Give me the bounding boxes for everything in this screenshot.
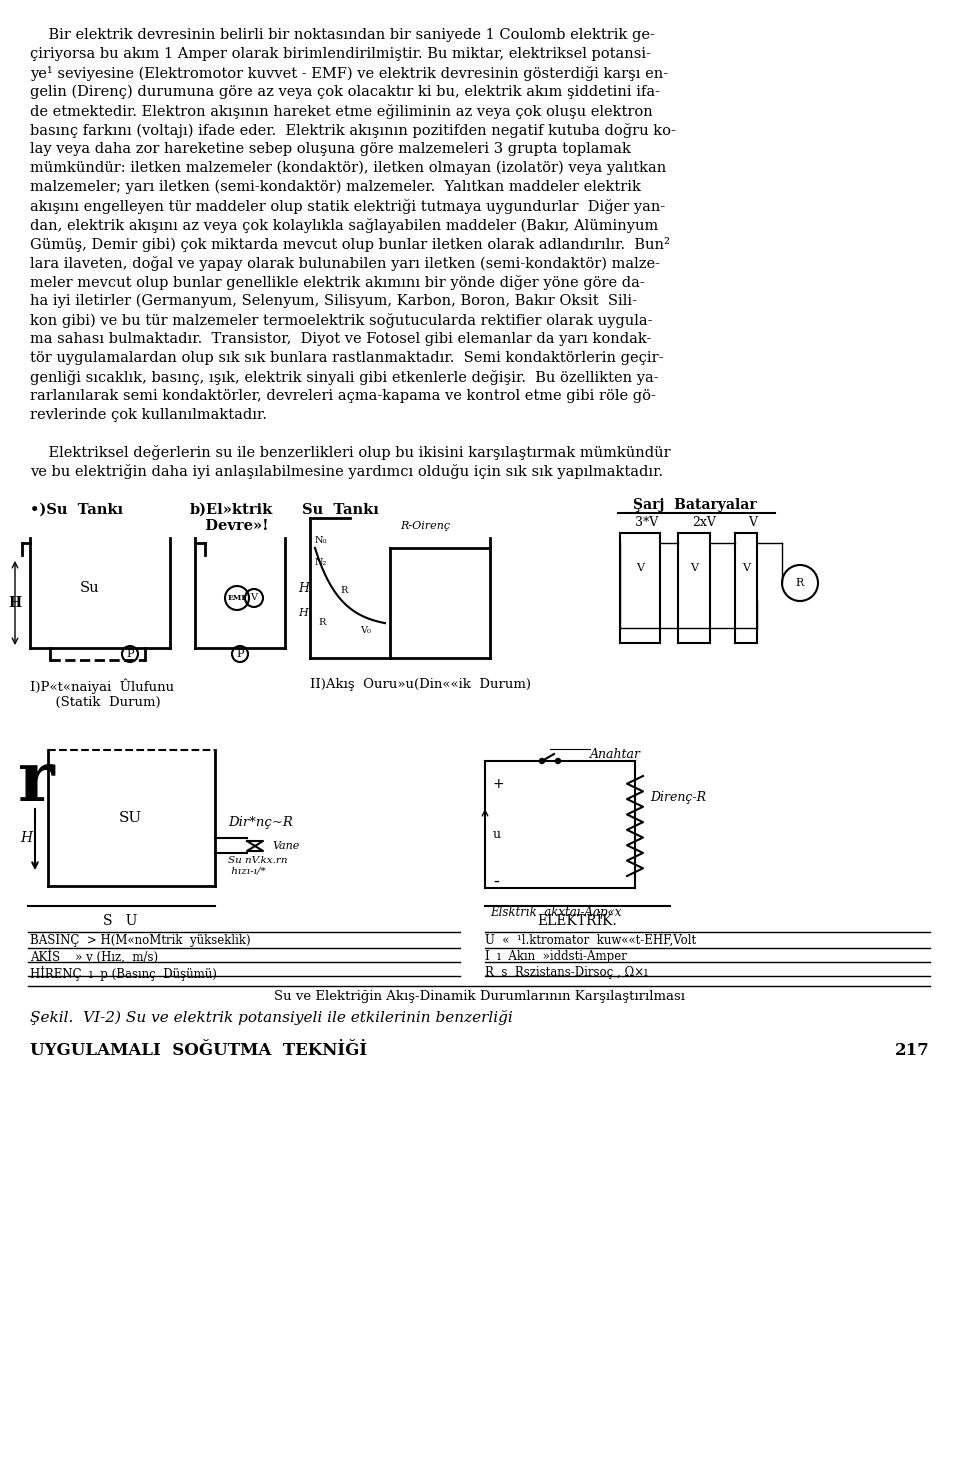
Text: Su nV.kx.rn
 hızı-ı/*: Su nV.kx.rn hızı-ı/* — [228, 855, 287, 875]
Text: H: H — [20, 830, 32, 845]
Text: I)P«t«naiyai  Ûlufunu
      (Statik  Durum): I)P«t«naiyai Ûlufunu (Statik Durum) — [30, 678, 174, 708]
Text: u: u — [493, 827, 501, 841]
Text: V: V — [690, 563, 698, 572]
Text: Su  Tankı: Su Tankı — [301, 503, 378, 518]
Text: Elsktrik  akxtaı-Aap«x: Elsktrik akxtaı-Aap«x — [490, 906, 621, 919]
Text: V: V — [636, 563, 644, 572]
Text: ve bu elektriğin daha iyi anlaşılabilmesine yardımcı olduğu için sık sık yapılma: ve bu elektriğin daha iyi anlaşılabilmes… — [30, 465, 663, 479]
Text: N₀: N₀ — [315, 535, 327, 544]
Text: •)Su  Tankı: •)Su Tankı — [30, 503, 123, 518]
Text: V: V — [748, 516, 757, 530]
Text: P: P — [236, 649, 244, 659]
Text: çiriyorsa bu akım 1 Amper olarak birimlendirilmiştir. Bu miktar, elektriksel pot: çiriyorsa bu akım 1 Amper olarak birimle… — [30, 47, 651, 60]
Text: Su: Su — [81, 581, 100, 594]
Text: EMF: EMF — [228, 594, 247, 602]
Text: V: V — [251, 593, 257, 602]
Text: genliği sıcaklık, basınç, ışık, elektrik sinyali gibi etkenlerle değişir.  Bu öz: genliği sıcaklık, basınç, ışık, elektrik… — [30, 370, 659, 385]
Text: Bir elektrik devresinin belirli bir noktasından bir saniyede 1 Coulomb elektrik : Bir elektrik devresinin belirli bir nokt… — [30, 28, 655, 41]
Text: dan, elektrik akışını az veya çok kolaylıkla sağlayabilen maddeler (Bakır, Alümi: dan, elektrik akışını az veya çok kolayl… — [30, 218, 659, 233]
Text: akışını engelleyen tür maddeler olup statik elektriği tutmaya uygundurlar  Diğer: akışını engelleyen tür maddeler olup sta… — [30, 199, 665, 214]
Text: H: H — [298, 581, 309, 594]
Text: ye¹ seviyesine (Elektromotor kuvvet - EMF) ve elektrik devresinin gösterdiği kar: ye¹ seviyesine (Elektromotor kuvvet - EM… — [30, 66, 668, 81]
Text: malzemeler; yarı iletken (semi-kondaktör) malzemeler.  Yalıtkan maddeler elektri: malzemeler; yarı iletken (semi-kondaktör… — [30, 180, 641, 195]
Text: R  s  Rszistans-Dirsoç , Ω×ı: R s Rszistans-Dirsoç , Ω×ı — [485, 966, 648, 979]
Text: II)Akış  Ouru»u(Din««ik  Durum): II)Akış Ouru»u(Din««ik Durum) — [310, 678, 531, 690]
Text: 2xV: 2xV — [692, 516, 716, 530]
Text: gelin (Direnç) durumuna göre az veya çok olacaktır ki bu, elektrik akım şiddetin: gelin (Direnç) durumuna göre az veya çok… — [30, 86, 660, 99]
Text: Anahtar: Anahtar — [590, 748, 641, 761]
Text: N₂: N₂ — [315, 558, 327, 566]
Text: P: P — [127, 649, 133, 659]
Text: SU: SU — [118, 811, 142, 825]
Text: 3*V: 3*V — [635, 516, 659, 530]
Text: rarlanılarak semi kondaktörler, devreleri açma-kapama ve kontrol etme gibi röle : rarlanılarak semi kondaktörler, devreler… — [30, 389, 656, 403]
Text: basınç farkını (voltajı) ifade eder.  Elektrik akışının pozitifden negatif kutub: basınç farkını (voltajı) ifade eder. Ele… — [30, 122, 676, 139]
Text: ELEKTRİK.: ELEKTRİK. — [538, 914, 617, 928]
Text: U  «  ¹l.ktromator  kuw««t-EHF,Volt: U « ¹l.ktromator kuw««t-EHF,Volt — [485, 934, 696, 947]
Text: R: R — [796, 578, 804, 589]
Text: b)El»ktrik
   Devre»!: b)El»ktrik Devre»! — [190, 503, 274, 532]
Text: HİRENÇ  ı  p (Basınç  Düşümü): HİRENÇ ı p (Basınç Düşümü) — [30, 966, 217, 981]
Text: lay veya daha zor hareketine sebep oluşuna göre malzemeleri 3 grupta toplamak: lay veya daha zor hareketine sebep oluşu… — [30, 142, 631, 156]
Text: ma sahası bulmaktadır.  Transistor,  Diyot ve Fotosel gibi elemanlar da yarı kon: ma sahası bulmaktadır. Transistor, Diyot… — [30, 332, 652, 347]
Text: Su ve Elektriğin Akış-Dinamik Durumlarının Karşılaştırılması: Su ve Elektriğin Akış-Dinamik Durumların… — [275, 990, 685, 1003]
Text: Direnç-R: Direnç-R — [650, 791, 706, 804]
Text: R: R — [318, 618, 325, 627]
Text: 217: 217 — [896, 1041, 930, 1059]
Text: S   U: S U — [103, 914, 137, 928]
Text: I  ı  Akın  »iddsti-Amper: I ı Akın »iddsti-Amper — [485, 950, 627, 963]
Circle shape — [556, 758, 561, 764]
Text: +: + — [493, 777, 505, 791]
Text: Şarj  Bataryalar: Şarj Bataryalar — [634, 499, 756, 512]
Text: Vane: Vane — [272, 841, 300, 851]
Text: Şekil.  VI-2) Su ve elektrik potansiyeli ile etkilerinin benzerliği: Şekil. VI-2) Su ve elektrik potansiyeli … — [30, 1010, 513, 1025]
Text: Gümüş, Demir gibi) çok miktarda mevcut olup bunlar iletken olarak adlandırılır. : Gümüş, Demir gibi) çok miktarda mevcut o… — [30, 237, 670, 252]
Text: tör uygulamalardan olup sık sık bunlara rastlanmaktadır.  Semi kondaktörlerin ge: tör uygulamalardan olup sık sık bunlara … — [30, 351, 663, 364]
Text: kon gibi) ve bu tür malzemeler termoelektrik soğutucularda rektifier olarak uygu: kon gibi) ve bu tür malzemeler termoelek… — [30, 313, 653, 327]
Text: BASINÇ  > H(M«noMtrik  yükseklik): BASINÇ > H(M«noMtrik yükseklik) — [30, 934, 251, 947]
Text: mümkündür: iletken malzemeler (kondaktör), iletken olmayan (izolatör) veya yalıt: mümkündür: iletken malzemeler (kondaktör… — [30, 161, 666, 176]
Text: r: r — [18, 748, 55, 816]
Text: V₀: V₀ — [360, 625, 371, 636]
Text: Dir*nç~R: Dir*nç~R — [228, 816, 293, 829]
Text: meler mevcut olup bunlar genellikle elektrik akımını bir yönde diğer yöne göre d: meler mevcut olup bunlar genellikle elek… — [30, 274, 645, 291]
Text: R: R — [340, 586, 348, 594]
Text: -: - — [493, 872, 499, 889]
Text: Elektriksel değerlerin su ile benzerlikleri olup bu ikisini karşılaştırmak mümkü: Elektriksel değerlerin su ile benzerlikl… — [30, 445, 671, 460]
Text: ha iyi iletirler (Germanyum, Selenyum, Silisyum, Karbon, Boron, Bakır Oksit  Sil: ha iyi iletirler (Germanyum, Selenyum, S… — [30, 294, 637, 308]
Text: V: V — [742, 563, 750, 572]
Text: H: H — [8, 596, 21, 611]
Text: revlerinde çok kullanılmaktadır.: revlerinde çok kullanılmaktadır. — [30, 409, 267, 422]
Text: UYGULAMALI  SOĞUTMA  TEKNİĞİ: UYGULAMALI SOĞUTMA TEKNİĞİ — [30, 1041, 367, 1059]
Circle shape — [540, 758, 544, 764]
Text: H: H — [298, 608, 308, 618]
Text: de etmektedir. Elektron akışının hareket etme eğiliminin az veya çok oluşu elekt: de etmektedir. Elektron akışının hareket… — [30, 105, 653, 119]
Text: R-Oirenç: R-Oirenç — [400, 521, 450, 531]
Text: lara ilaveten, doğal ve yapay olarak bulunabilen yarı iletken (semi-kondaktör) m: lara ilaveten, doğal ve yapay olarak bul… — [30, 257, 660, 271]
Text: AKİS    » v (Hız,  m/s): AKİS » v (Hız, m/s) — [30, 950, 158, 965]
